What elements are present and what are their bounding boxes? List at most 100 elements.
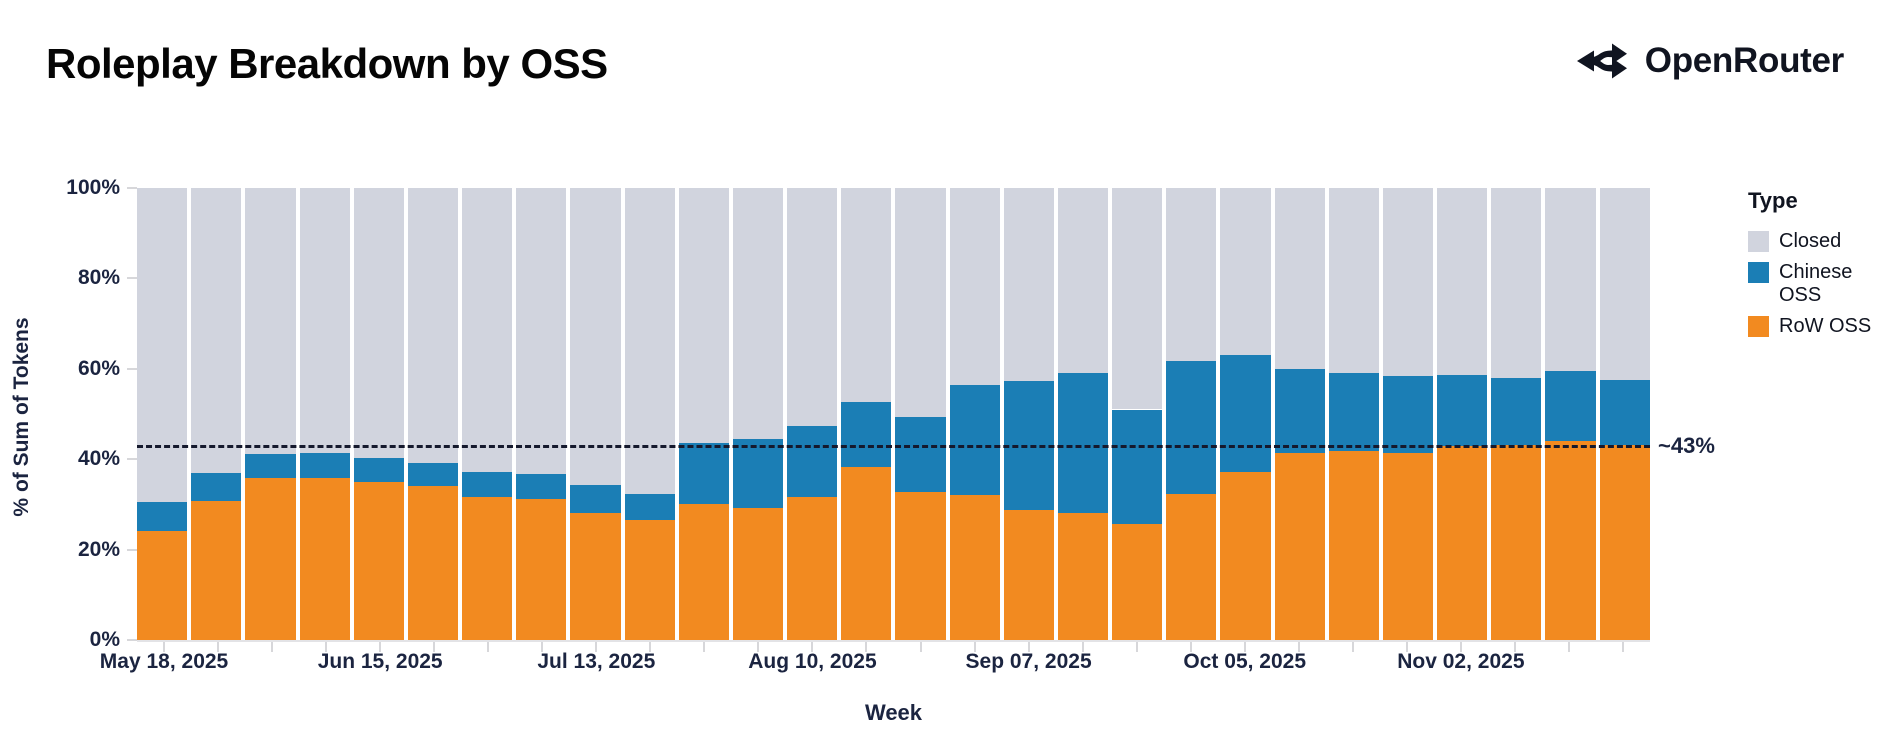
bar-segment-closed: [949, 188, 1000, 386]
bar-segment-row-oss: [1220, 472, 1271, 640]
x-tick-mark: [1027, 642, 1030, 652]
bar-segment-row-oss: [624, 520, 675, 640]
bar-segment-row-oss: [1599, 445, 1650, 640]
x-tick-mark: [1459, 642, 1462, 652]
bar-week-Jun 08, 2025: [299, 188, 350, 640]
x-tick-mark: [811, 642, 814, 652]
bar-segment-row-oss: [1112, 524, 1163, 640]
bar-segment-closed: [678, 188, 729, 444]
bar-week-Jul 20, 2025: [624, 188, 675, 640]
y-tick-mark: [127, 277, 137, 280]
bar-segment-row-oss: [949, 494, 1000, 640]
bar-segment-row-oss: [732, 508, 784, 640]
bar-segment-row-oss: [191, 500, 242, 640]
bar-segment-closed: [1003, 188, 1054, 382]
x-tick-mark: [649, 642, 652, 652]
bar-segment-chinese-oss: [1382, 376, 1434, 453]
bar-segment-chinese-oss: [462, 471, 513, 497]
bar-segment-closed: [1057, 188, 1109, 373]
bar-week-Aug 03, 2025: [732, 188, 784, 640]
bar-segment-chinese-oss: [137, 502, 188, 531]
bar-segment-chinese-oss: [1274, 368, 1325, 454]
bar-segment-chinese-oss: [1545, 371, 1596, 442]
bar-segment-chinese-oss: [841, 401, 892, 468]
bar-segment-row-oss: [1437, 446, 1488, 640]
x-tick-mark: [271, 642, 274, 652]
bar-segment-chinese-oss: [245, 453, 296, 479]
bar-week-Oct 05, 2025: [1220, 188, 1271, 640]
bar-week-Nov 02, 2025: [1437, 188, 1488, 640]
bar-segment-row-oss: [462, 496, 513, 640]
bar-segment-row-oss: [1382, 452, 1434, 640]
bar-segment-closed: [1328, 188, 1379, 374]
bar-week-Sep 14, 2025: [1057, 188, 1109, 640]
bar-week-Jul 06, 2025: [516, 188, 567, 640]
bar-segment-chinese-oss: [1437, 375, 1488, 447]
bar-segment-chinese-oss: [1599, 380, 1650, 446]
bar-segment-chinese-oss: [1328, 373, 1379, 451]
x-tick-mark: [1567, 642, 1570, 652]
bar-segment-row-oss: [516, 499, 567, 640]
bar-segment-chinese-oss: [1112, 409, 1163, 525]
bar-week-Aug 17, 2025: [841, 188, 892, 640]
bar-week-Oct 19, 2025: [1328, 188, 1379, 640]
bar-segment-chinese-oss: [570, 484, 621, 514]
bar-segment-row-oss: [570, 513, 621, 640]
bar-segment-row-oss: [353, 481, 404, 640]
y-tick-label: 0%: [89, 628, 120, 651]
y-axis-ticks: [125, 187, 137, 641]
x-tick-label: Jun 15, 2025: [317, 650, 443, 673]
x-tick-mark: [1297, 642, 1300, 652]
x-tick-label: Aug 10, 2025: [748, 650, 877, 673]
x-tick-label: Jul 13, 2025: [537, 650, 656, 673]
bar-segment-row-oss: [1274, 453, 1325, 640]
bar-segment-closed: [1491, 188, 1542, 379]
bar-segment-chinese-oss: [949, 385, 1000, 495]
x-tick-label: Sep 07, 2025: [965, 650, 1092, 673]
bar-segment-closed: [191, 188, 242, 473]
bar-week-Jun 22, 2025: [407, 188, 459, 640]
bar-week-Jun 29, 2025: [462, 188, 513, 640]
legend-swatch: [1748, 231, 1769, 252]
x-axis-line: [137, 640, 1650, 642]
legend-label: Chinese OSS: [1779, 261, 1853, 306]
bar-segment-chinese-oss: [1491, 378, 1542, 446]
bar-week-Sep 07, 2025: [1003, 188, 1054, 640]
bar-week-Nov 23, 2025: [1599, 188, 1650, 640]
bar-segment-row-oss: [1057, 512, 1109, 640]
bar-segment-row-oss: [1003, 509, 1054, 640]
bar-segment-closed: [1599, 188, 1650, 381]
legend-item-closed: Closed: [1748, 230, 1874, 253]
bar-segment-row-oss: [245, 478, 296, 640]
bar-segment-chinese-oss: [787, 426, 838, 497]
x-tick-mark: [433, 642, 436, 652]
y-tick-mark: [127, 639, 137, 641]
y-tick-label: 60%: [77, 356, 120, 380]
page-title: Roleplay Breakdown by OSS: [46, 40, 608, 87]
x-tick-mark: [865, 642, 868, 652]
chart-plot-area: [137, 188, 1650, 640]
bar-week-Sep 21, 2025: [1112, 188, 1163, 640]
bar-week-Nov 09, 2025: [1491, 188, 1542, 640]
y-tick-label: 80%: [77, 266, 120, 290]
x-tick-mark: [1405, 642, 1408, 652]
brand-logo: OpenRouter: [1576, 38, 1844, 84]
bar-segment-closed: [1112, 188, 1163, 410]
bar-week-May 25, 2025: [191, 188, 242, 640]
bar-segment-closed: [407, 188, 459, 463]
x-tick-label: Nov 02, 2025: [1397, 650, 1525, 673]
bar-segment-chinese-oss: [678, 443, 729, 504]
x-tick-mark: [595, 642, 598, 652]
x-tick-mark: [379, 642, 382, 652]
bar-segment-row-oss: [1545, 441, 1596, 640]
y-tick-mark: [127, 187, 137, 189]
bar-segment-closed: [299, 188, 350, 454]
bar-week-Jun 01, 2025: [245, 188, 296, 640]
legend-swatch: [1748, 316, 1769, 337]
legend-item-chinese-oss: Chinese OSS: [1748, 261, 1874, 307]
bar-week-May 18, 2025: [137, 188, 188, 640]
x-tick-mark: [973, 642, 976, 652]
bar-segment-chinese-oss: [353, 458, 404, 482]
bar-week-Nov 16, 2025: [1545, 188, 1596, 640]
x-tick-mark: [1621, 642, 1624, 652]
